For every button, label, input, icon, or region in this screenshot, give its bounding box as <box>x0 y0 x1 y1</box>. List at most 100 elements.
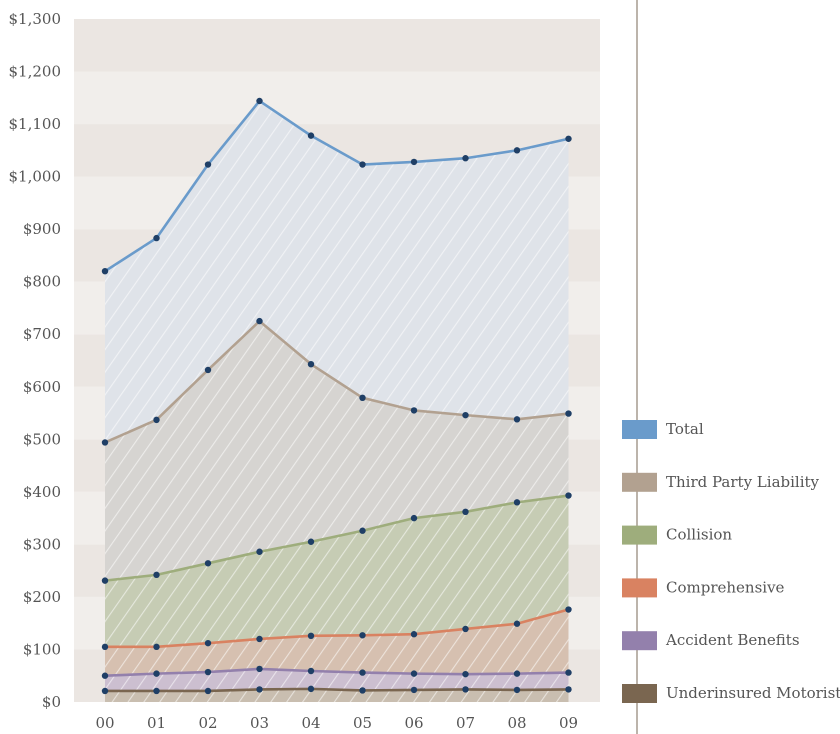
point-total <box>101 267 109 275</box>
legend-label: Comprehensive <box>666 578 785 596</box>
point-accident-benefits <box>101 672 109 679</box>
point-third-party-liability <box>359 394 366 402</box>
y-tick-label: $900 <box>23 220 61 238</box>
y-tick-label: $1,100 <box>9 115 62 133</box>
point-third-party-liability <box>565 410 572 417</box>
point-total <box>513 147 521 154</box>
x-tick-label: 06 <box>404 714 423 732</box>
point-comprehensive <box>153 643 160 651</box>
x-tick-label: 04 <box>301 714 320 732</box>
line-collision <box>104 494 569 582</box>
point-comprehensive <box>101 643 109 651</box>
point-underinsured-motorist <box>307 685 315 693</box>
point-comprehensive <box>565 606 572 613</box>
y-tick-label: $700 <box>23 325 61 343</box>
y-axis-ticks: $0 $100 $200 $300 $400 $500 $600 $700 $800 $900 $1… <box>9 10 62 711</box>
point-comprehensive <box>204 639 212 647</box>
point-comprehensive <box>513 620 521 627</box>
point-underinsured-motorist <box>153 687 160 695</box>
x-tick-label: 01 <box>147 714 166 732</box>
point-accident-benefits <box>359 669 366 676</box>
legend-swatch <box>622 578 657 598</box>
point-accident-benefits <box>513 670 521 677</box>
point-underinsured-motorist <box>101 687 109 695</box>
point-accident-benefits <box>204 668 212 676</box>
x-axis-ticks: 00 01 02 03 04 05 06 07 08 09 <box>95 714 578 732</box>
y-tick-label: $400 <box>23 483 61 501</box>
point-total <box>565 135 572 142</box>
point-collision <box>359 527 366 534</box>
y-tick-label: $0 <box>42 693 61 711</box>
point-accident-benefits <box>153 670 160 677</box>
y-tick-label: $1,000 <box>9 168 62 186</box>
point-collision <box>153 571 160 579</box>
legend-swatch <box>622 684 657 703</box>
point-underinsured-motorist <box>359 687 366 694</box>
x-tick-label: 03 <box>250 714 269 732</box>
y-tick-label: $1,300 <box>9 10 62 28</box>
y-tick-label: $100 <box>23 640 61 658</box>
point-comprehensive <box>307 632 315 640</box>
point-underinsured-motorist <box>410 686 418 694</box>
x-tick-label: 08 <box>507 714 526 732</box>
point-total <box>256 97 263 105</box>
point-underinsured-motorist <box>565 686 572 693</box>
point-underinsured-motorist <box>204 687 212 695</box>
point-accident-benefits <box>256 665 263 673</box>
point-comprehensive <box>462 625 469 633</box>
line-third-party-liability <box>104 319 569 444</box>
point-total <box>410 158 418 166</box>
legend-label: Total <box>666 420 704 438</box>
area-fills <box>105 100 569 702</box>
line-comprehensive <box>105 608 569 649</box>
point-third-party-liability <box>101 439 109 446</box>
y-tick-label: $500 <box>23 430 61 448</box>
legend: Total Third Party Liability Collision Compr… <box>622 420 840 703</box>
y-tick-label: $300 <box>23 535 61 553</box>
legend-label: Third Party Liability <box>666 473 820 491</box>
point-collision <box>256 548 263 555</box>
point-total <box>204 161 212 168</box>
y-tick-label: $1,200 <box>9 63 62 81</box>
point-collision <box>462 508 469 516</box>
point-total <box>307 132 315 139</box>
y-tick-label: $600 <box>23 378 61 396</box>
x-tick-label: 02 <box>198 714 217 732</box>
data-points <box>101 97 572 695</box>
legend-label: Collision <box>666 526 732 544</box>
point-third-party-liability <box>307 360 315 368</box>
x-tick-label: 09 <box>559 714 578 732</box>
x-tick-label: 05 <box>353 714 372 732</box>
point-collision <box>204 560 212 567</box>
point-collision <box>410 514 418 522</box>
point-third-party-liability <box>462 411 469 419</box>
band-12 <box>74 19 600 72</box>
point-third-party-liability <box>513 416 521 423</box>
point-comprehensive <box>410 631 418 638</box>
y-tick-label: $800 <box>23 273 61 291</box>
line-total <box>104 99 569 273</box>
band-11 <box>74 71 600 125</box>
legend-swatch <box>622 472 657 492</box>
series-lines <box>104 99 569 693</box>
point-total <box>359 161 366 168</box>
point-comprehensive <box>359 632 366 639</box>
point-collision <box>307 538 315 545</box>
point-underinsured-motorist <box>256 686 263 693</box>
x-tick-label: 07 <box>456 714 475 732</box>
legend-label: Underinsured Motorist <box>666 684 840 702</box>
point-collision <box>101 577 109 584</box>
y-tick-label: $200 <box>23 588 61 606</box>
area-hatch <box>105 688 569 702</box>
legend-swatch <box>622 631 657 651</box>
point-comprehensive <box>256 635 263 643</box>
point-accident-benefits <box>410 670 418 677</box>
point-collision <box>565 492 572 499</box>
x-tick-label: 00 <box>95 714 114 732</box>
point-accident-benefits <box>462 670 469 678</box>
point-underinsured-motorist <box>462 686 469 693</box>
line-accident-benefits <box>104 667 569 678</box>
point-underinsured-motorist <box>513 686 521 694</box>
point-third-party-liability <box>410 407 418 414</box>
point-collision <box>513 499 521 506</box>
